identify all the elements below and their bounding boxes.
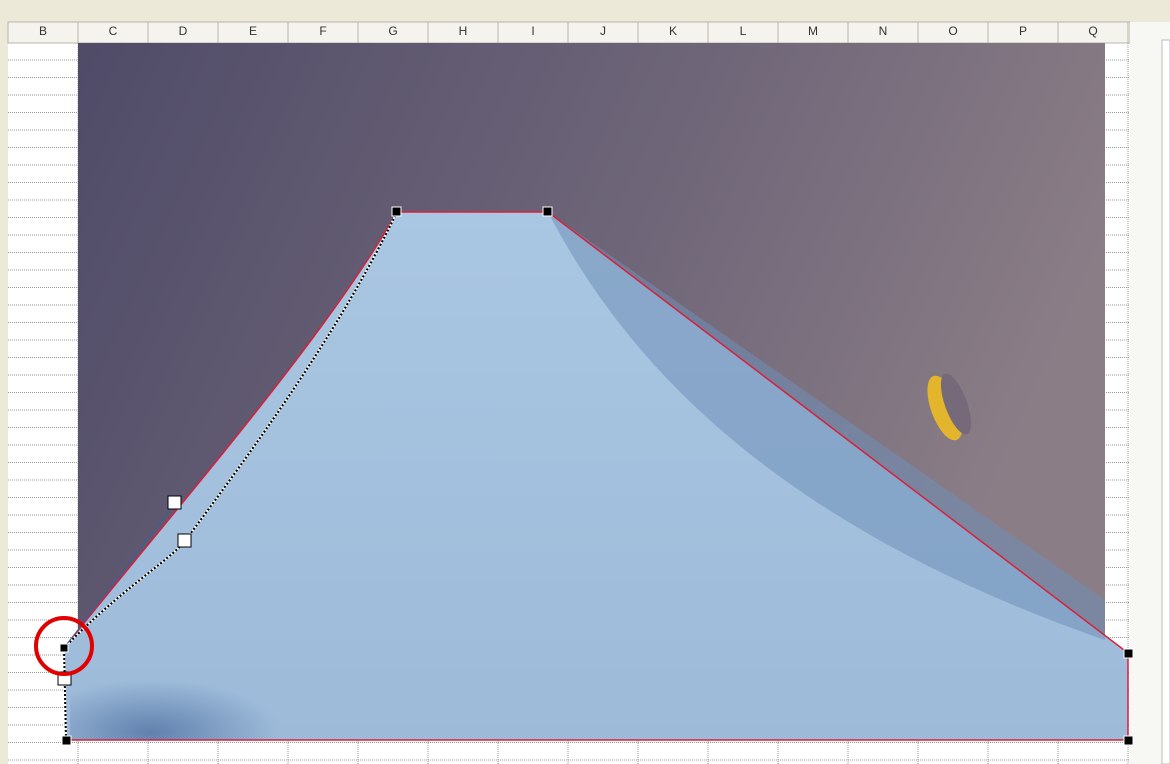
column-header: J [600, 24, 606, 38]
column-header: B [39, 24, 47, 38]
column-header: Q [1088, 24, 1097, 38]
column-header: D [179, 24, 188, 38]
column-header: F [319, 24, 326, 38]
column-header: I [531, 24, 534, 38]
handles [57, 206, 1134, 746]
column-header: K [669, 24, 677, 38]
column-header: C [109, 24, 118, 38]
vertex-handle[interactable] [59, 643, 69, 653]
highlight-circle [34, 616, 94, 676]
mountain-shade [70, 586, 440, 740]
column-header: N [879, 24, 888, 38]
column-header: E [249, 24, 257, 38]
column-headers: B C D E F G H I J K L M N O P Q [39, 22, 1129, 43]
edit-path-dash [62, 211, 398, 741]
column-header: M [808, 24, 818, 38]
column-header: L [740, 24, 747, 38]
column-header: P [1019, 24, 1027, 38]
vertex-handle[interactable] [1123, 735, 1134, 746]
control-handle[interactable] [167, 495, 182, 510]
vertex-handle[interactable] [391, 206, 402, 217]
column-header: O [948, 24, 957, 38]
column-header: H [459, 24, 468, 38]
moon-shadow [940, 373, 972, 435]
column-header-bar [7, 21, 1131, 44]
ridge-shadow [548, 212, 1105, 640]
vertex-handle[interactable] [542, 206, 553, 217]
vertex-handle[interactable] [61, 735, 72, 746]
side-panel-edge [1161, 39, 1170, 764]
vertex-handle[interactable] [1123, 648, 1134, 659]
column-header: G [388, 24, 397, 38]
control-handle[interactable] [177, 533, 192, 548]
